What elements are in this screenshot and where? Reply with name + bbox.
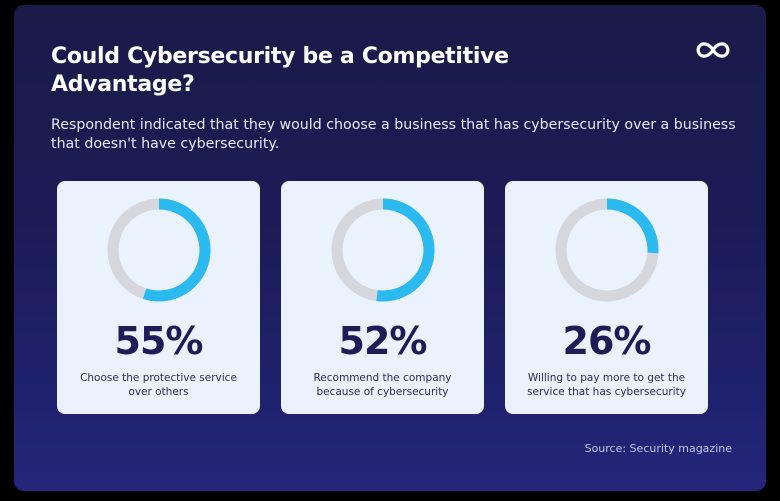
stat-value: 26% [562,319,652,363]
stat-label: Choose the protective service over other… [80,372,237,398]
donut-arc [331,198,435,302]
donut-arc [555,198,659,302]
subtitle: Respondent indicated that they would cho… [51,117,736,152]
donut-chart [107,198,211,302]
source-note: Source: Security magazine [584,442,732,455]
stat-card-protective-service: 55% Choose the protective service over o… [57,181,260,414]
stat-label: Recommend the company because of cyberse… [313,372,452,398]
stat-card-recommend: 52% Recommend the company because of cyb… [281,181,484,414]
infographic-card: Could Cybersecurity be a Competitive Adv… [14,5,766,491]
stat-card-pay-more: 26% Willing to pay more to get the servi… [505,181,708,414]
donut-chart [331,198,435,302]
stat-value: 55% [114,319,204,363]
donut-chart [555,198,659,302]
donut-arc [107,198,211,302]
page-title: Could Cybersecurity be a Competitive Adv… [51,44,509,97]
stat-value: 52% [338,319,428,363]
stat-label: Willing to pay more to get the service t… [527,372,686,398]
infinity-icon [696,42,730,58]
